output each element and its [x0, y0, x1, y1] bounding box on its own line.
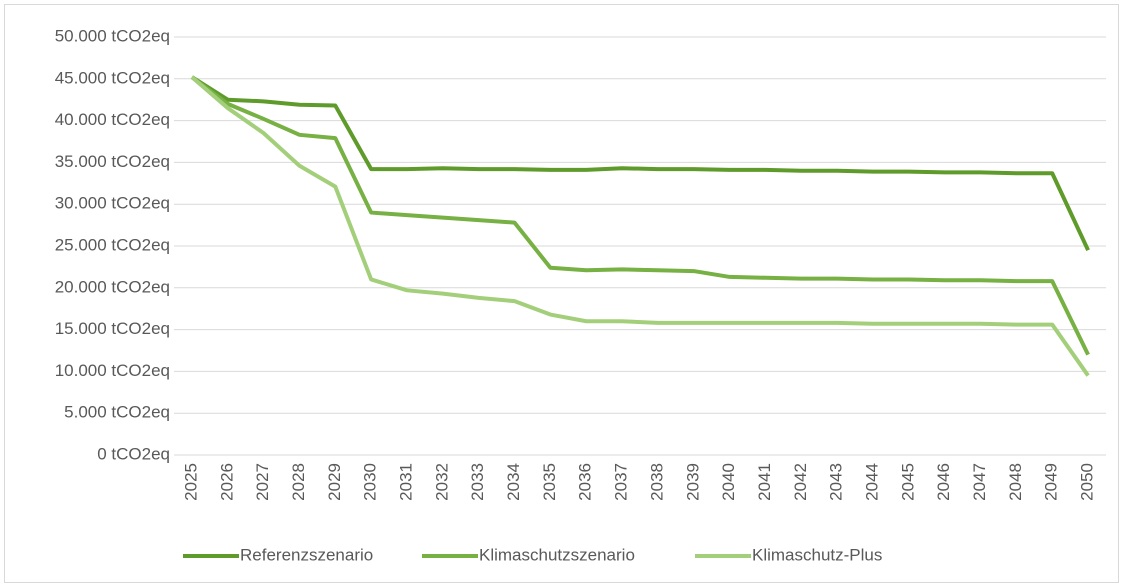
y-tick-label: 35.000 tCO2eq [55, 152, 170, 171]
y-tick-label: 5.000 tCO2eq [64, 403, 170, 422]
y-tick-label: 15.000 tCO2eq [55, 319, 170, 338]
series-line [190, 75, 1090, 252]
x-tick-label: 2035 [540, 463, 559, 501]
chart-border [4, 4, 1119, 583]
x-tick-label: 2037 [612, 463, 631, 501]
y-tick-label: 30.000 tCO2eq [55, 194, 170, 213]
x-tick-label: 2044 [862, 463, 881, 501]
x-tick-label: 2033 [468, 463, 487, 501]
series-line [190, 75, 1090, 377]
y-tick-label: 50.000 tCO2eq [55, 26, 170, 45]
x-tick-label: 2043 [827, 463, 846, 501]
x-tick-label: 2050 [1078, 463, 1097, 501]
series-line [190, 75, 1090, 356]
legend-label: Klimaschutzszenario [479, 545, 635, 564]
legend-label: Referenzszenario [240, 545, 373, 564]
x-tick-label: 2031 [396, 463, 415, 501]
x-tick-label: 2036 [576, 463, 595, 501]
y-tick-label: 10.000 tCO2eq [55, 361, 170, 380]
x-tick-label: 2040 [719, 463, 738, 501]
y-tick-label: 20.000 tCO2eq [55, 277, 170, 296]
x-tick-label: 2042 [791, 463, 810, 501]
x-tick-label: 2047 [970, 463, 989, 501]
x-tick-label: 2041 [755, 463, 774, 501]
x-tick-label: 2038 [647, 463, 666, 501]
x-tick-label: 2030 [361, 463, 380, 501]
x-tick-label: 2039 [683, 463, 702, 501]
x-tick-label: 2046 [934, 463, 953, 501]
x-tick-label: 2029 [325, 463, 344, 501]
y-tick-label: 0 tCO2eq [97, 444, 170, 463]
x-tick-label: 2045 [898, 463, 917, 501]
x-tick-label: 2026 [217, 463, 236, 501]
y-tick-label: 25.000 tCO2eq [55, 235, 170, 254]
x-tick-label: 2048 [1006, 463, 1025, 501]
x-tick-label: 2028 [289, 463, 308, 501]
y-tick-label: 40.000 tCO2eq [55, 110, 170, 129]
x-tick-label: 2034 [504, 463, 523, 501]
x-tick-label: 2049 [1042, 463, 1061, 501]
x-tick-label: 2025 [181, 463, 200, 501]
y-tick-label: 45.000 tCO2eq [55, 68, 170, 87]
legend-label: Klimaschutz-Plus [752, 545, 882, 564]
x-tick-label: 2027 [253, 463, 272, 501]
x-tick-label: 2032 [432, 463, 451, 501]
